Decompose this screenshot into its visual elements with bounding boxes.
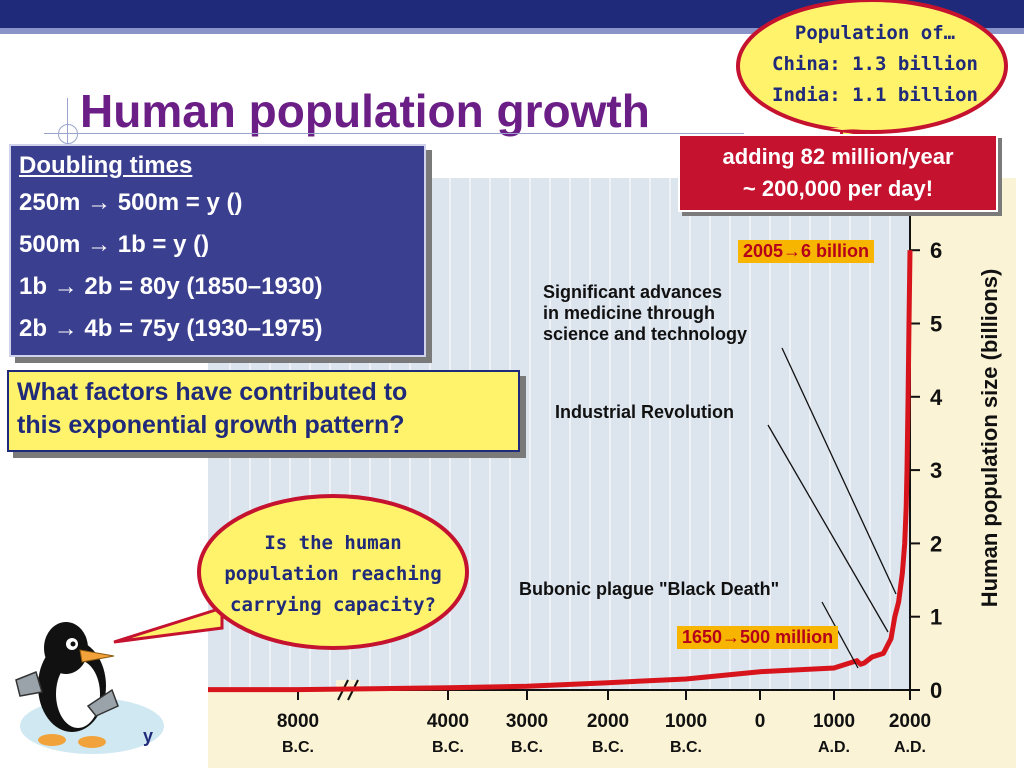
title-underline bbox=[44, 133, 744, 134]
crosshair-line bbox=[67, 98, 68, 148]
speech-bubble-top-body bbox=[736, 0, 1008, 134]
y-tick-label: 2 bbox=[930, 531, 942, 556]
growth-rate-line: ~ 200,000 per day! bbox=[742, 176, 934, 201]
bubble-top-text: Population of… China: 1.3 billion India:… bbox=[770, 18, 980, 111]
growth-rate-line: adding 82 million/year bbox=[722, 144, 954, 169]
x-tick-label: 8000 bbox=[277, 711, 319, 732]
medicine-annotation: Significant advances in medicine through… bbox=[543, 282, 747, 345]
medicine-line: in medicine through bbox=[543, 303, 716, 323]
x-tick-era: B.C. bbox=[592, 739, 624, 756]
y-tick-label: 0 bbox=[930, 678, 942, 703]
population-curve bbox=[208, 250, 913, 693]
x-tick-label: 3000 bbox=[506, 711, 548, 732]
medicine-line: science and technology bbox=[543, 324, 748, 344]
penguin-mascot-icon bbox=[15, 622, 164, 754]
doubling-row: 500m → 1b = y () bbox=[19, 231, 210, 258]
doubling-row: 1b → 2b = 80y (1850–1930) bbox=[19, 273, 323, 300]
doubling-row: 250m → 500m = y () bbox=[19, 189, 243, 216]
y-tick-label: 6 bbox=[930, 238, 942, 263]
plague-annotation: Bubonic plague "Black Death" bbox=[519, 579, 780, 599]
speech-bubble-left bbox=[197, 494, 469, 650]
x-tick-label: 4000 bbox=[427, 711, 469, 732]
x-tick-era: B.C. bbox=[432, 739, 464, 756]
bubble-left-text: Is the human population reaching carryin… bbox=[208, 528, 458, 621]
y-tick-label: 4 bbox=[930, 385, 943, 410]
x-tick-era: A.D. bbox=[894, 739, 926, 756]
question-box: What factors have contributed to this ex… bbox=[7, 370, 520, 452]
crosshair-icon bbox=[58, 124, 78, 144]
x-ticks: 8000 B.C. 4000 B.C. 3000 B.C. 2000 B.C. 1000 B.C.… bbox=[277, 690, 931, 756]
medicine-line: Significant advances bbox=[543, 282, 723, 302]
bubble-top-line: India: 1.1 billion bbox=[772, 84, 978, 106]
x-tick-label: 2000 bbox=[889, 711, 931, 732]
tag-2005: 2005→6 billion bbox=[738, 240, 875, 263]
doubling-row: 2b → 4b = 75y (1930–1975) bbox=[19, 315, 323, 342]
x-tick-label: 1000 bbox=[813, 711, 855, 732]
industrial-annotation: Industrial Revolution bbox=[555, 402, 735, 422]
bubble-top-line: Population of… bbox=[794, 22, 956, 44]
tag-1650: 1650→500 million bbox=[677, 626, 839, 649]
doubling-times-heading: Doubling times bbox=[19, 152, 193, 179]
x-tick-era: B.C. bbox=[282, 739, 314, 756]
x-tick-era: A.D. bbox=[818, 739, 850, 756]
bubble-left-line: population reaching bbox=[224, 563, 442, 585]
growth-rate-box: adding 82 million/year ~ 200,000 per day… bbox=[678, 134, 998, 212]
stray-letter: y bbox=[143, 726, 154, 746]
y-axis-title: Human population size (billions) bbox=[977, 268, 1002, 608]
y-tick-label: 5 bbox=[930, 312, 942, 337]
x-tick-era: B.C. bbox=[670, 739, 702, 756]
question-line: this exponential growth pattern? bbox=[17, 411, 405, 439]
top-stripe bbox=[0, 28, 1024, 34]
bubble-left-line: carrying capacity? bbox=[230, 594, 436, 616]
bubble-top-line: China: 1.3 billion bbox=[772, 53, 978, 75]
y-tick-label: 3 bbox=[930, 458, 942, 483]
industrial-leader bbox=[767, 424, 889, 633]
plague-leader bbox=[821, 601, 859, 669]
doubling-times-box: Doubling times 250m → 500m = y () 500m →… bbox=[9, 144, 426, 357]
bubble-left-line: Is the human bbox=[264, 532, 402, 554]
x-tick-label: 2000 bbox=[587, 711, 629, 732]
speech-bubble-left-tail bbox=[113, 605, 224, 644]
slide-title: Human population growth bbox=[80, 85, 650, 137]
x-tick-era: B.C. bbox=[511, 739, 543, 756]
question-line: What factors have contributed to bbox=[17, 378, 408, 406]
x-tick-label: 0 bbox=[755, 711, 766, 732]
y-tick-label: 1 bbox=[930, 605, 942, 630]
x-tick-label: 1000 bbox=[665, 711, 707, 732]
medicine-leader bbox=[781, 347, 897, 595]
y-ticks: 0 1 2 3 4 5 6 bbox=[910, 238, 943, 703]
